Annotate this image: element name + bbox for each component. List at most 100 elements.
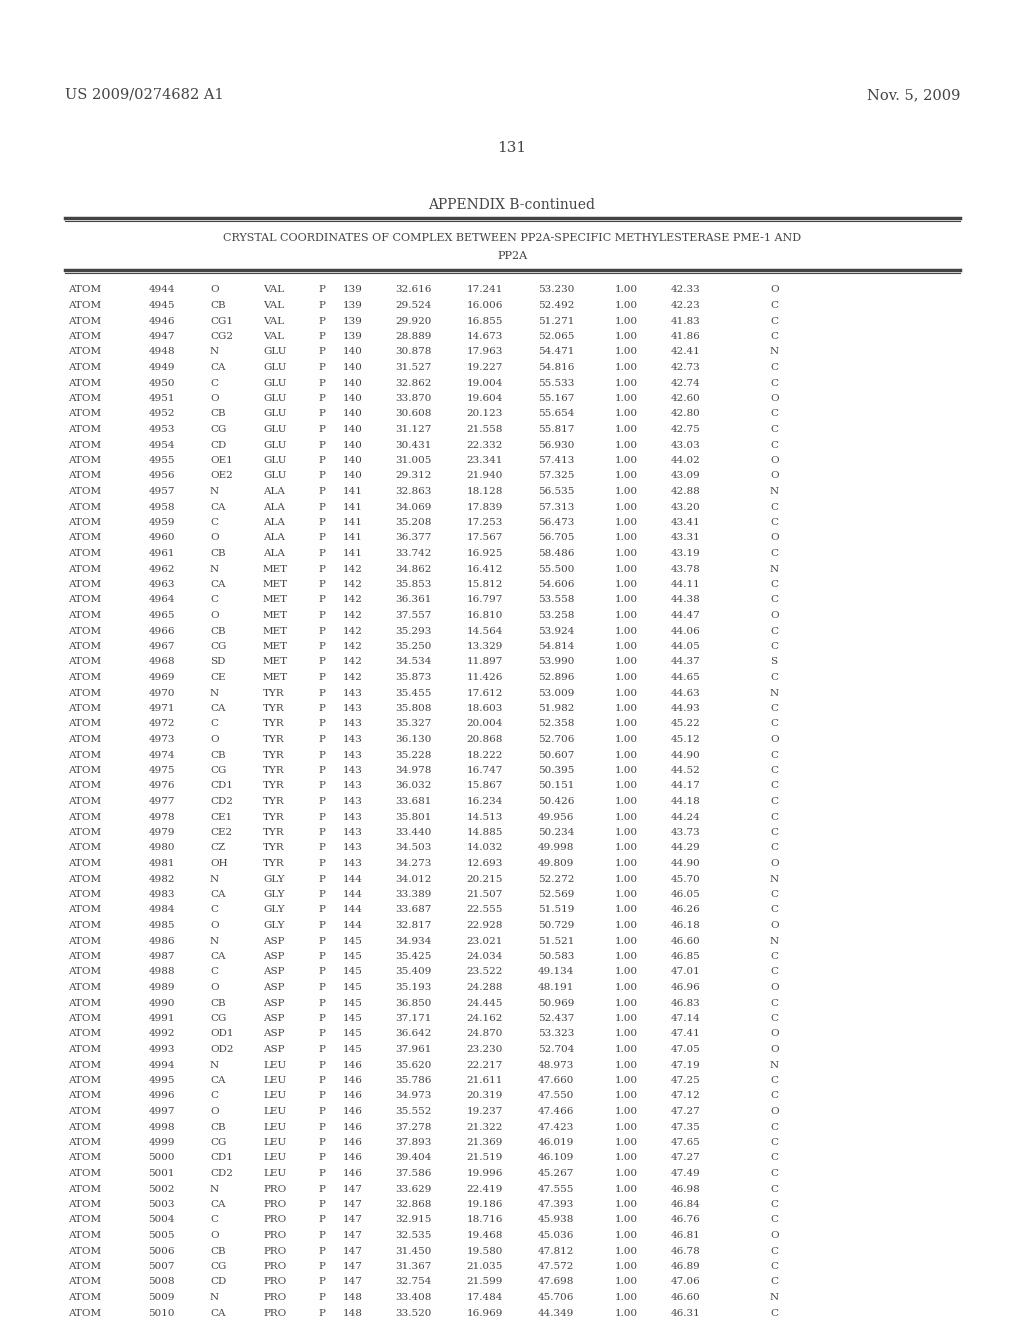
Text: 16.006: 16.006 — [467, 301, 503, 310]
Text: OD2: OD2 — [210, 1045, 233, 1053]
Text: MET: MET — [263, 611, 288, 620]
Text: 42.88: 42.88 — [671, 487, 700, 496]
Text: 49.998: 49.998 — [538, 843, 574, 853]
Text: 4961: 4961 — [148, 549, 175, 558]
Text: P: P — [318, 549, 325, 558]
Text: 18.222: 18.222 — [467, 751, 503, 759]
Text: MET: MET — [263, 673, 288, 682]
Text: 143: 143 — [343, 766, 362, 775]
Text: P: P — [318, 1170, 325, 1177]
Text: ATOM: ATOM — [68, 1076, 101, 1085]
Text: MET: MET — [263, 642, 288, 651]
Text: P: P — [318, 890, 325, 899]
Text: 1.00: 1.00 — [614, 517, 638, 527]
Text: APPENDIX B-continued: APPENDIX B-continued — [428, 198, 596, 213]
Text: 43.19: 43.19 — [671, 549, 700, 558]
Text: 146: 146 — [343, 1076, 362, 1085]
Text: 1.00: 1.00 — [614, 1200, 638, 1209]
Text: Nov. 5, 2009: Nov. 5, 2009 — [866, 88, 961, 102]
Text: 4950: 4950 — [148, 379, 175, 388]
Text: 52.437: 52.437 — [538, 1014, 574, 1023]
Text: OH: OH — [210, 859, 227, 869]
Text: 49.956: 49.956 — [538, 813, 574, 821]
Text: 142: 142 — [343, 611, 362, 620]
Text: 52.896: 52.896 — [538, 673, 574, 682]
Text: LEU: LEU — [263, 1154, 286, 1163]
Text: ALA: ALA — [263, 533, 285, 543]
Text: C: C — [770, 595, 778, 605]
Text: 19.604: 19.604 — [467, 393, 503, 403]
Text: CG: CG — [210, 1014, 226, 1023]
Text: 36.642: 36.642 — [395, 1030, 432, 1039]
Text: C: C — [210, 968, 218, 977]
Text: N: N — [210, 487, 219, 496]
Text: P: P — [318, 1092, 325, 1101]
Text: ATOM: ATOM — [68, 859, 101, 869]
Text: 4966: 4966 — [148, 627, 175, 635]
Text: 47.49: 47.49 — [671, 1170, 700, 1177]
Text: TYR: TYR — [263, 751, 285, 759]
Text: P: P — [318, 363, 325, 372]
Text: 42.33: 42.33 — [671, 285, 700, 294]
Text: 46.05: 46.05 — [671, 890, 700, 899]
Text: O: O — [210, 1232, 219, 1239]
Text: 34.012: 34.012 — [395, 874, 432, 883]
Text: 21.322: 21.322 — [467, 1122, 503, 1131]
Text: ATOM: ATOM — [68, 719, 101, 729]
Text: 5010: 5010 — [148, 1308, 175, 1317]
Text: ATOM: ATOM — [68, 549, 101, 558]
Text: CA: CA — [210, 952, 225, 961]
Text: 1.00: 1.00 — [614, 347, 638, 356]
Text: C: C — [770, 828, 778, 837]
Text: 47.12: 47.12 — [671, 1092, 700, 1101]
Text: PRO: PRO — [263, 1246, 287, 1255]
Text: 146: 146 — [343, 1107, 362, 1115]
Text: 1.00: 1.00 — [614, 673, 638, 682]
Text: 5002: 5002 — [148, 1184, 175, 1193]
Text: 147: 147 — [343, 1246, 362, 1255]
Text: 30.878: 30.878 — [395, 347, 432, 356]
Text: ATOM: ATOM — [68, 1184, 101, 1193]
Text: P: P — [318, 781, 325, 791]
Text: 4984: 4984 — [148, 906, 175, 915]
Text: P: P — [318, 595, 325, 605]
Text: P: P — [318, 1030, 325, 1039]
Text: 4992: 4992 — [148, 1030, 175, 1039]
Text: 1.00: 1.00 — [614, 1107, 638, 1115]
Text: ATOM: ATOM — [68, 347, 101, 356]
Text: 44.24: 44.24 — [671, 813, 700, 821]
Text: 47.466: 47.466 — [538, 1107, 574, 1115]
Text: 53.258: 53.258 — [538, 611, 574, 620]
Text: TYR: TYR — [263, 843, 285, 853]
Text: 4997: 4997 — [148, 1107, 175, 1115]
Text: 14.513: 14.513 — [467, 813, 503, 821]
Text: VAL: VAL — [263, 285, 284, 294]
Text: 146: 146 — [343, 1170, 362, 1177]
Text: 30.431: 30.431 — [395, 441, 432, 450]
Text: 43.41: 43.41 — [671, 517, 700, 527]
Text: 33.687: 33.687 — [395, 906, 432, 915]
Text: 31.367: 31.367 — [395, 1262, 432, 1271]
Text: CE: CE — [210, 673, 225, 682]
Text: 1.00: 1.00 — [614, 751, 638, 759]
Text: 35.620: 35.620 — [395, 1060, 432, 1069]
Text: 44.349: 44.349 — [538, 1308, 574, 1317]
Text: 4944: 4944 — [148, 285, 175, 294]
Text: 1.00: 1.00 — [614, 921, 638, 931]
Text: C: C — [210, 517, 218, 527]
Text: 5004: 5004 — [148, 1216, 175, 1225]
Text: 131: 131 — [498, 141, 526, 154]
Text: 35.552: 35.552 — [395, 1107, 432, 1115]
Text: O: O — [210, 983, 219, 993]
Text: 1.00: 1.00 — [614, 642, 638, 651]
Text: C: C — [770, 363, 778, 372]
Text: 19.996: 19.996 — [467, 1170, 503, 1177]
Text: ATOM: ATOM — [68, 704, 101, 713]
Text: 32.754: 32.754 — [395, 1278, 432, 1287]
Text: 1.00: 1.00 — [614, 843, 638, 853]
Text: P: P — [318, 301, 325, 310]
Text: ATOM: ATOM — [68, 673, 101, 682]
Text: 1.00: 1.00 — [614, 1154, 638, 1163]
Text: ATOM: ATOM — [68, 781, 101, 791]
Text: 1.00: 1.00 — [614, 890, 638, 899]
